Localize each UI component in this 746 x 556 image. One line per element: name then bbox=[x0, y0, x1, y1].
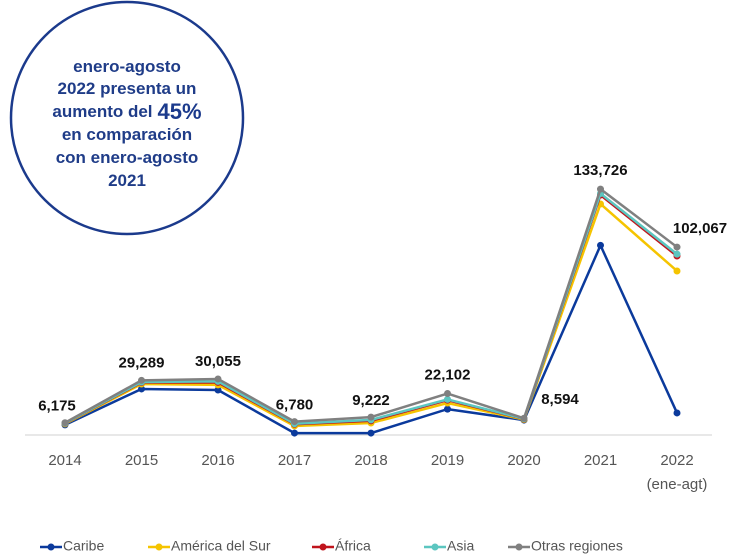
x-tick-label: 2017 bbox=[278, 452, 311, 469]
series-point bbox=[214, 386, 222, 394]
total-label: 6,780 bbox=[276, 397, 314, 414]
series-point bbox=[520, 414, 528, 422]
annotation-line: enero-agosto bbox=[73, 57, 181, 76]
legend-label: Otras regiones bbox=[531, 538, 623, 554]
total-label: 102,067 bbox=[673, 220, 727, 237]
legend-dot bbox=[319, 543, 327, 551]
x-tick-sublabel: (ene-agt) bbox=[647, 476, 708, 493]
annotation-text: en comparación bbox=[62, 125, 192, 144]
x-tick-label: 2022 bbox=[660, 452, 693, 469]
legend-dot bbox=[155, 543, 163, 551]
total-label: 9,222 bbox=[352, 392, 390, 409]
total-label: 133,726 bbox=[573, 162, 627, 179]
x-tick-label: 2015 bbox=[125, 452, 158, 469]
series-point bbox=[291, 429, 298, 437]
annotation-line: 2021 bbox=[108, 171, 146, 190]
legend-label: Asia bbox=[447, 538, 474, 554]
series-point bbox=[214, 375, 222, 383]
total-label: 30,055 bbox=[195, 353, 241, 370]
series-point bbox=[597, 185, 604, 193]
series-point bbox=[367, 429, 375, 437]
annotation-text: con enero-agosto bbox=[56, 148, 199, 167]
callout-circle bbox=[9, 0, 245, 236]
annotation-line: 2022 presenta un bbox=[58, 79, 197, 98]
x-tick-label: 2020 bbox=[507, 452, 540, 469]
series-point bbox=[597, 241, 604, 249]
legend-label: Caribe bbox=[63, 538, 104, 554]
total-label: 22,102 bbox=[425, 366, 471, 383]
annotation-text: aumento del bbox=[52, 102, 152, 121]
total-label: 6,175 bbox=[38, 398, 76, 415]
annotation-line: con enero-agosto bbox=[56, 148, 199, 167]
series-point bbox=[291, 418, 298, 426]
x-tick-label: 2021 bbox=[584, 452, 617, 469]
total-label: 8,594 bbox=[541, 391, 579, 408]
x-tick-label: 2018 bbox=[354, 452, 387, 469]
annotation-line: aumento del 45% bbox=[52, 99, 201, 124]
series-point bbox=[673, 243, 681, 251]
annotation-highlight: 45% bbox=[158, 99, 202, 124]
series-point bbox=[444, 405, 451, 413]
x-tick-label: 2016 bbox=[201, 452, 234, 469]
legend-dot bbox=[431, 543, 439, 551]
annotation-text: 2022 presenta un bbox=[58, 79, 197, 98]
annotation-text: 2021 bbox=[108, 171, 146, 190]
series-point bbox=[138, 385, 145, 393]
x-tick-label: 2014 bbox=[48, 452, 81, 469]
series-point bbox=[138, 376, 145, 384]
annotation-text: enero-agosto bbox=[73, 57, 181, 76]
legend-label: América del Sur bbox=[171, 538, 271, 554]
series-point bbox=[444, 395, 451, 403]
series-point bbox=[673, 250, 681, 258]
x-tick-label: 2019 bbox=[431, 452, 464, 469]
annotation-line: en comparación bbox=[62, 125, 192, 144]
series-point bbox=[61, 419, 69, 427]
series-point bbox=[673, 267, 681, 275]
legend-dot bbox=[47, 543, 55, 551]
legend-dot bbox=[515, 543, 523, 551]
legend-label: África bbox=[335, 538, 371, 554]
series-point bbox=[673, 409, 681, 417]
total-label: 29,289 bbox=[119, 354, 165, 371]
series-point bbox=[444, 390, 451, 398]
series-point bbox=[367, 413, 375, 421]
